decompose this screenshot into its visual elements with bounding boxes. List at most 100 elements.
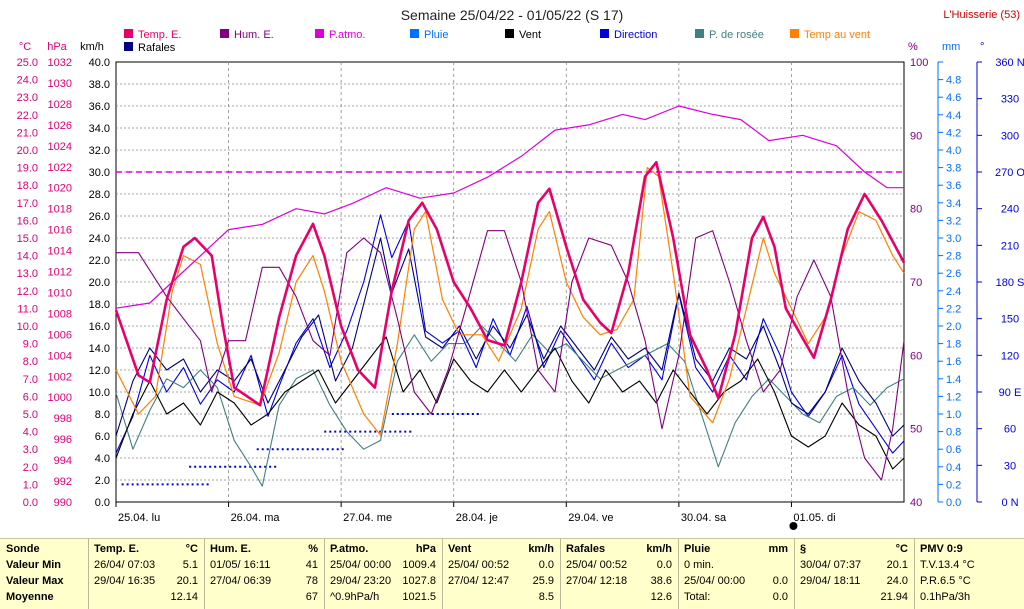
hum-axis-tick: 60 bbox=[910, 350, 922, 362]
legend-swatch bbox=[220, 29, 229, 38]
rain-axis-tick: 2.4 bbox=[946, 286, 961, 298]
pressure-axis-tick: 1016 bbox=[48, 225, 72, 237]
stats-temp-min-date: 26/04/ 07:03 bbox=[94, 559, 156, 571]
pressure-axis-tick: 1030 bbox=[48, 78, 72, 90]
chart-grid bbox=[115, 61, 905, 503]
wind-axis-tick: 10.0 bbox=[89, 387, 110, 399]
temp-axis-tick: 0.0 bbox=[23, 497, 38, 509]
wind-axis-tick: 6.0 bbox=[95, 431, 110, 443]
rain-unit-label: mm bbox=[942, 41, 960, 53]
rain-axis-tick: 2.8 bbox=[946, 251, 961, 263]
stats-pluie-max-date: 25/04/ 00:00 bbox=[684, 575, 746, 587]
rain-axis-tick: 1.2 bbox=[946, 391, 961, 403]
rain-axis-tick: 0.2 bbox=[946, 479, 961, 491]
temp-axis-tick: 3.0 bbox=[23, 444, 38, 456]
dir-axis-tick: 330 bbox=[1001, 94, 1019, 106]
wind-axis-tick: 2.0 bbox=[95, 475, 110, 487]
rain-axis-tick: 0.4 bbox=[946, 462, 961, 474]
legend-swatch bbox=[600, 29, 609, 38]
temp-axis-tick: 18.0 bbox=[17, 180, 38, 192]
stats-rafales-avg: 12.6 bbox=[650, 591, 672, 603]
stats-pmv-line2: P.R.6.5 °C bbox=[920, 575, 971, 587]
pressure-axis-tick: 1022 bbox=[48, 162, 72, 174]
stats-row-max-label: Valeur Max bbox=[6, 575, 64, 587]
stats-patmo-title: P.atmo. bbox=[330, 543, 369, 555]
rain-axis-tick: 1.8 bbox=[946, 339, 961, 351]
rain-axis-tick: 3.4 bbox=[946, 198, 961, 210]
legend-swatch bbox=[315, 29, 324, 38]
x-axis-label: 25.04. lu bbox=[118, 512, 160, 524]
rain-axis-tick: 2.2 bbox=[946, 303, 961, 315]
pressure-axis-tick: 998 bbox=[54, 413, 72, 425]
stats-vent-min-val: 0.0 bbox=[538, 559, 554, 571]
stats-pluie-title: Pluie bbox=[684, 543, 711, 555]
stats-rafales: Rafales km/h 25/04/ 00:52 0.0 27/04/ 12:18… bbox=[566, 539, 674, 609]
stats-s-unit: °C bbox=[895, 543, 908, 555]
station-name: L'Huisserie (53) bbox=[943, 9, 1020, 21]
stats-hum-max-date: 27/04/ 06:39 bbox=[210, 575, 272, 587]
stats-vent-max-date: 27/04/ 12:47 bbox=[448, 575, 510, 587]
dir-axis-tick: 360 N bbox=[995, 57, 1024, 69]
dir-axis-tick: 30 bbox=[1004, 460, 1016, 472]
legend-swatch bbox=[790, 29, 799, 38]
chart-series bbox=[114, 105, 906, 487]
temp-axis-tick: 7.0 bbox=[23, 374, 38, 386]
rain-axis-tick: 1.6 bbox=[946, 356, 961, 368]
stats-pmv-title: PMV 0:9 bbox=[920, 543, 963, 555]
stats-temp-max-val: 20.1 bbox=[176, 575, 198, 587]
temp-axis-tick: 22.0 bbox=[17, 110, 38, 122]
stats-s-avg: 21.94 bbox=[880, 591, 908, 603]
stats-s-min-date: 30/04/ 07:37 bbox=[800, 559, 862, 571]
temp-axis-tick: 21.0 bbox=[17, 127, 38, 139]
legend-label: Pluie bbox=[424, 29, 448, 41]
temp-axis-tick: 23.0 bbox=[17, 92, 38, 104]
stats-row-avg-label: Moyenne bbox=[6, 591, 54, 603]
pressure-axis-tick: 1000 bbox=[48, 392, 72, 404]
stats-hum-min-val: 41 bbox=[305, 559, 318, 571]
pressure-axis-tick: 1006 bbox=[48, 329, 72, 341]
temp-axis-tick: 12.0 bbox=[17, 286, 38, 298]
stats-s-max-date: 29/04/ 18:11 bbox=[800, 575, 861, 587]
stats-sonde-title: Sonde bbox=[6, 543, 40, 555]
legend-label: Rafales bbox=[138, 42, 176, 54]
dir-axis-tick: 150 bbox=[1001, 314, 1019, 326]
wind-unit-label: km/h bbox=[80, 41, 104, 53]
hum-axis-tick: 80 bbox=[910, 204, 922, 216]
hum-axis-tick: 70 bbox=[910, 277, 922, 289]
x-axis-label: 27.04. me bbox=[343, 512, 392, 524]
weather-chart: 0.0 1.0 2.0 3.0 4.0 5.0 6.0 7.0 8.0 9.0 10.0 11.0 12… bbox=[17, 7, 1024, 530]
stats-temp-unit: °C bbox=[185, 543, 198, 555]
wind-axis-tick: 12.0 bbox=[89, 365, 110, 377]
stats-patmo-avg: 1021.5 bbox=[402, 591, 436, 603]
rain-axis-tick: 4.4 bbox=[946, 110, 961, 122]
stats-hum-title: Hum. E. bbox=[210, 543, 251, 555]
wind-axis-tick: 28.0 bbox=[89, 189, 110, 201]
stats-s-title: § bbox=[800, 543, 807, 555]
rain-axis-tick: 3.2 bbox=[946, 215, 961, 227]
rain-axis-tick: 2.0 bbox=[946, 321, 961, 333]
stats-hum-avg: 67 bbox=[305, 591, 318, 603]
temp-axis-tick: 15.0 bbox=[17, 233, 38, 245]
wind-axis-tick: 40.0 bbox=[89, 57, 110, 69]
dir-axis-tick: 300 bbox=[1001, 130, 1019, 142]
series-p-atmo--line bbox=[115, 105, 904, 309]
stats-s-min-val: 20.1 bbox=[886, 559, 908, 571]
rain-axis-tick: 4.0 bbox=[946, 145, 961, 157]
stats-hum-max-val: 78 bbox=[305, 575, 318, 587]
series-temp-e--line bbox=[114, 161, 906, 407]
temp-axis-tick: 4.0 bbox=[23, 427, 38, 439]
rain-axis-tick: 3.8 bbox=[946, 163, 961, 175]
stats-vent: Vent km/h 25/04/ 00:52 0.0 27/04/ 12:47 25.… bbox=[448, 539, 556, 609]
stats-s: § °C 30/04/ 07:37 20.1 29/04/ 18:11 24.0 21… bbox=[800, 539, 910, 609]
legend-swatch bbox=[124, 29, 133, 38]
stats-panel: Sonde Valeur Min Valeur Max Moyenne Temp… bbox=[0, 538, 1024, 609]
temp-axis-tick: 17.0 bbox=[17, 198, 38, 210]
stats-temp: Temp. E. °C 26/04/ 07:03 5.1 29/04/ 16:35 2… bbox=[94, 539, 200, 609]
stats-patmo-trend: ^0.9hPa/h bbox=[330, 591, 380, 603]
pressure-axis-tick: 1024 bbox=[48, 141, 72, 153]
legend-swatch bbox=[505, 29, 514, 38]
stats-vent-min-date: 25/04/ 00:52 bbox=[448, 559, 510, 571]
rain-axis-tick: 4.6 bbox=[946, 92, 961, 104]
pressure-axis-tick: 1014 bbox=[48, 246, 72, 258]
stats-row-min-label: Valeur Min bbox=[6, 559, 62, 571]
